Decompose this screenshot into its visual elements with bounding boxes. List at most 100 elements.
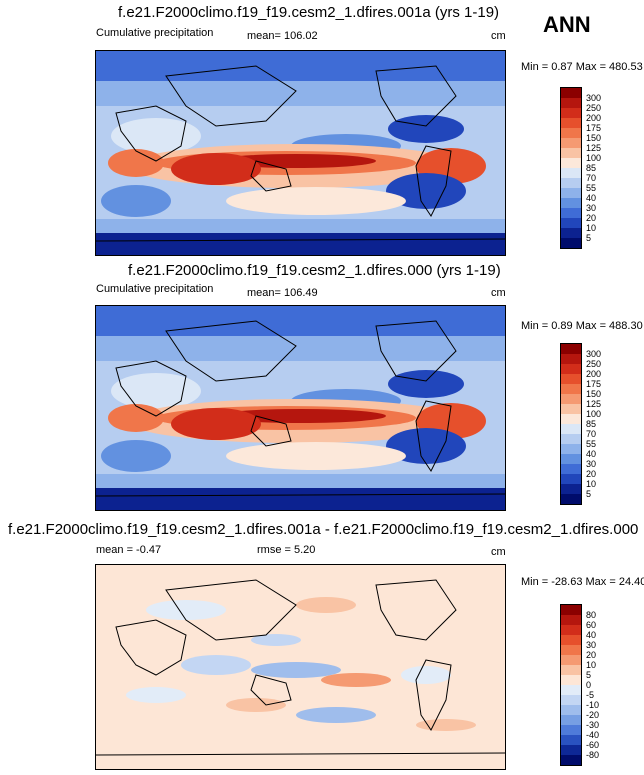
colorbar-tick-label: 55 [586,439,597,449]
colorbar-swatch [561,168,581,178]
panel-2-precip-field [96,306,505,510]
colorbar-tick-label: 70 [586,173,597,183]
panel-3-diff-field [96,565,505,769]
colorbar-tick-label: 10 [586,223,597,233]
colorbar-swatch [561,88,581,98]
panel-2-units: cm [491,287,506,299]
panel-1-map [95,50,506,256]
panel-2-mean-label: mean= 106.49 [247,287,318,299]
colorbar-swatch [561,98,581,108]
colorbar-tick-label: 20 [586,650,597,660]
panel-1-colorbar [560,87,582,249]
colorbar-swatch [561,735,581,745]
colorbar-tick-label: -40 [586,730,600,740]
colorbar-tick-label: 100 [586,409,602,419]
colorbar-tick-label: 125 [586,143,602,153]
colorbar-tick-label: 300 [586,93,602,103]
colorbar-swatch [561,705,581,715]
panel-1-precip-field [96,51,505,255]
colorbar-tick-label: 85 [586,419,597,429]
colorbar-swatch [561,625,581,635]
panel-2-colorbar [560,343,582,505]
colorbar-tick-label: 85 [586,163,597,173]
panel-1-title: f.e21.F2000climo.f19_f19.cesm2_1.dfires.… [118,4,500,21]
colorbar-tick-label: 5 [586,489,592,499]
panel-2-map [95,305,506,511]
colorbar-tick-label: 40 [586,449,597,459]
colorbar-swatch [561,218,581,228]
colorbar-tick-label: -20 [586,710,600,720]
colorbar-swatch [561,695,581,705]
colorbar-swatch [561,424,581,434]
colorbar-tick-label: 100 [586,153,602,163]
colorbar-tick-label: 250 [586,359,602,369]
panel-1-units: cm [491,30,506,42]
colorbar-swatch [561,655,581,665]
colorbar-swatch [561,484,581,494]
colorbar-swatch [561,464,581,474]
colorbar-tick-label: -10 [586,700,600,710]
colorbar-swatch [561,645,581,655]
colorbar-swatch [561,615,581,625]
colorbar-swatch [561,384,581,394]
colorbar-tick-label: 0 [586,680,592,690]
colorbar-swatch [561,745,581,755]
panel-3-map [95,564,506,770]
colorbar-tick-label: 10 [586,479,597,489]
colorbar-swatch [561,685,581,695]
colorbar-tick-label: 20 [586,469,597,479]
colorbar-tick-label: 175 [586,379,602,389]
colorbar-swatch [561,725,581,735]
colorbar-swatch [561,198,581,208]
colorbar-swatch [561,158,581,168]
colorbar-swatch [561,715,581,725]
colorbar-swatch [561,118,581,128]
colorbar-tick-label: 200 [586,369,602,379]
colorbar-swatch [561,454,581,464]
colorbar-tick-label: 175 [586,123,602,133]
panel-3-range: Min = -28.63 Max = 24.40 [521,576,644,588]
season-label: ANN [543,12,591,37]
panel-3-units: cm [491,546,506,558]
colorbar-swatch [561,148,581,158]
colorbar-tick-label: 70 [586,429,597,439]
colorbar-swatch [561,374,581,384]
panel-3-rmse-label: rmse = 5.20 [257,544,316,556]
colorbar-swatch [561,178,581,188]
colorbar-tick-label: 40 [586,630,597,640]
colorbar-tick-label: 30 [586,203,597,213]
colorbar-swatch [561,354,581,364]
colorbar-swatch [561,434,581,444]
colorbar-tick-label: 150 [586,389,602,399]
colorbar-tick-label: 55 [586,183,597,193]
colorbar-swatch [561,364,581,374]
colorbar-tick-label: 20 [586,213,597,223]
colorbar-tick-label: 5 [586,670,592,680]
colorbar-swatch [561,228,581,238]
colorbar-swatch [561,138,581,148]
panel-3-colorbar [560,604,582,766]
colorbar-swatch [561,394,581,404]
colorbar-tick-label: 30 [586,640,597,650]
colorbar-swatch [561,188,581,198]
panel-2-title: f.e21.F2000climo.f19_f19.cesm2_1.dfires.… [128,262,501,279]
colorbar-swatch [561,605,581,615]
panel-3-title: f.e21.F2000climo.f19_f19.cesm2_1.dfires.… [8,521,639,538]
colorbar-swatch [561,344,581,354]
colorbar-swatch [561,675,581,685]
colorbar-swatch [561,494,581,504]
colorbar-tick-label: 250 [586,103,602,113]
panel-3-mean-label: mean = -0.47 [96,544,162,556]
colorbar-swatch [561,755,581,765]
colorbar-tick-label: -30 [586,720,600,730]
colorbar-swatch [561,238,581,248]
colorbar-tick-label: 30 [586,459,597,469]
colorbar-swatch [561,208,581,218]
colorbar-swatch [561,404,581,414]
colorbar-tick-label: 40 [586,193,597,203]
colorbar-swatch [561,635,581,645]
colorbar-swatch [561,128,581,138]
colorbar-swatch [561,108,581,118]
panel-2-range: Min = 0.89 Max = 488.30 [521,320,643,332]
panel-2-left-label: Cumulative precipitation [96,283,214,295]
